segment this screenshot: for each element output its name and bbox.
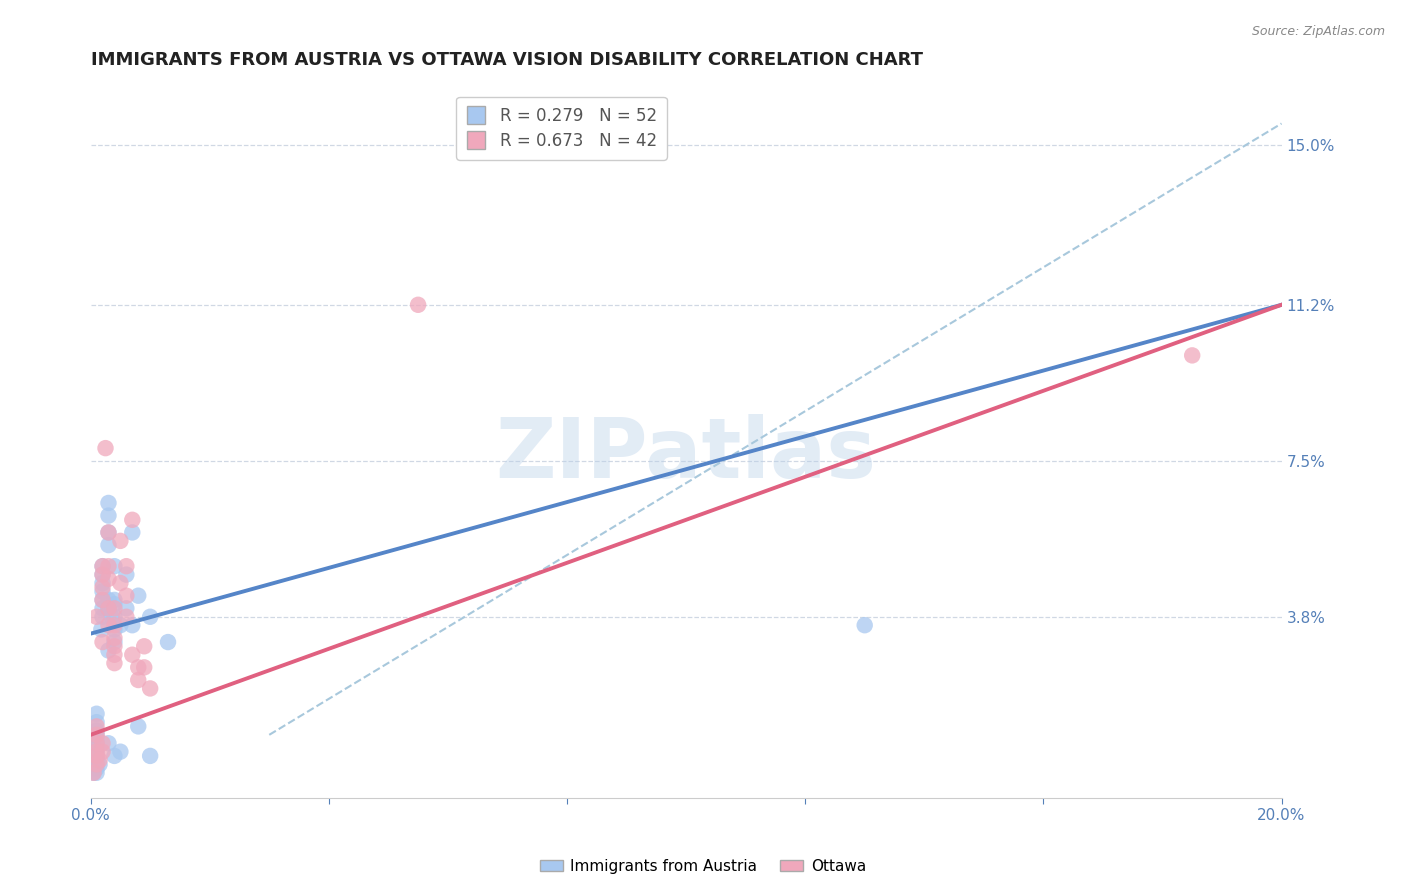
Point [121, 618, 143, 632]
Point [115, 559, 138, 574]
Point [86, 728, 108, 742]
Point [115, 589, 138, 603]
Text: ZIPatlas: ZIPatlas [495, 414, 876, 494]
Point [86, 736, 108, 750]
Point [121, 525, 143, 540]
Text: IMMIGRANTS FROM AUSTRIA VS OTTAWA VISION DISABILITY CORRELATION CHART: IMMIGRANTS FROM AUSTRIA VS OTTAWA VISION… [90, 51, 922, 69]
Point [86, 753, 108, 767]
Point [86, 736, 108, 750]
Text: Source: ZipAtlas.com: Source: ZipAtlas.com [1251, 25, 1385, 38]
Point [86, 609, 108, 624]
Point [97, 618, 120, 632]
Point [89, 757, 111, 772]
Point [103, 618, 125, 632]
Point [91, 584, 114, 599]
Point [90, 623, 112, 637]
Legend: R = 0.279   N = 52, R = 0.673   N = 42: R = 0.279 N = 52, R = 0.673 N = 42 [456, 97, 666, 160]
Point [86, 719, 108, 733]
Point [100, 609, 122, 624]
Point [97, 559, 120, 574]
Point [86, 748, 108, 763]
Point [110, 576, 132, 591]
Point [91, 593, 114, 607]
Point [115, 567, 138, 582]
Point [91, 559, 114, 574]
Legend: Immigrants from Austria, Ottawa: Immigrants from Austria, Ottawa [534, 853, 872, 880]
Point [97, 736, 120, 750]
Point [91, 567, 114, 582]
Point [83, 765, 105, 780]
Point [91, 567, 114, 582]
Point [97, 525, 120, 540]
Point [97, 525, 120, 540]
Point [97, 538, 120, 552]
Point [121, 513, 143, 527]
Point [103, 559, 125, 574]
Point [91, 745, 114, 759]
Point [97, 643, 120, 657]
Point [103, 635, 125, 649]
Point [103, 648, 125, 662]
Point [127, 673, 149, 687]
Point [110, 618, 132, 632]
Point [103, 631, 125, 645]
Point [86, 732, 108, 747]
Point [97, 601, 120, 615]
Point [86, 745, 108, 759]
Point [91, 736, 114, 750]
Point [853, 618, 876, 632]
Point [103, 597, 125, 611]
Point [103, 601, 125, 615]
Point [97, 601, 120, 615]
Point [127, 660, 149, 674]
Point [83, 765, 105, 780]
Point [157, 635, 180, 649]
Point [86, 762, 108, 776]
Point [86, 723, 108, 738]
Point [1181, 348, 1204, 362]
Point [134, 660, 156, 674]
Point [91, 635, 114, 649]
Point [103, 609, 125, 624]
Point [115, 601, 138, 615]
Point [110, 745, 132, 759]
Point [139, 748, 162, 763]
Point [91, 559, 114, 574]
Point [86, 745, 108, 759]
Point [91, 601, 114, 615]
Point [86, 757, 108, 772]
Point [86, 748, 108, 763]
Point [97, 508, 120, 523]
Point [110, 533, 132, 548]
Point [134, 640, 156, 654]
Point [103, 593, 125, 607]
Point [103, 656, 125, 670]
Point [91, 593, 114, 607]
Point [89, 753, 111, 767]
Point [103, 640, 125, 654]
Point [86, 728, 108, 742]
Point [84, 762, 107, 776]
Point [97, 496, 120, 510]
Point [139, 609, 162, 624]
Point [127, 719, 149, 733]
Point [97, 572, 120, 586]
Point [103, 623, 125, 637]
Point [121, 648, 143, 662]
Point [86, 706, 108, 721]
Point [91, 580, 114, 594]
Point [127, 589, 149, 603]
Point [86, 715, 108, 730]
Point [406, 298, 429, 312]
Point [97, 593, 120, 607]
Point [139, 681, 162, 696]
Point [91, 576, 114, 591]
Point [86, 765, 108, 780]
Point [91, 609, 114, 624]
Point [86, 757, 108, 772]
Point [103, 748, 125, 763]
Point [86, 740, 108, 755]
Point [94, 441, 117, 455]
Point [115, 609, 138, 624]
